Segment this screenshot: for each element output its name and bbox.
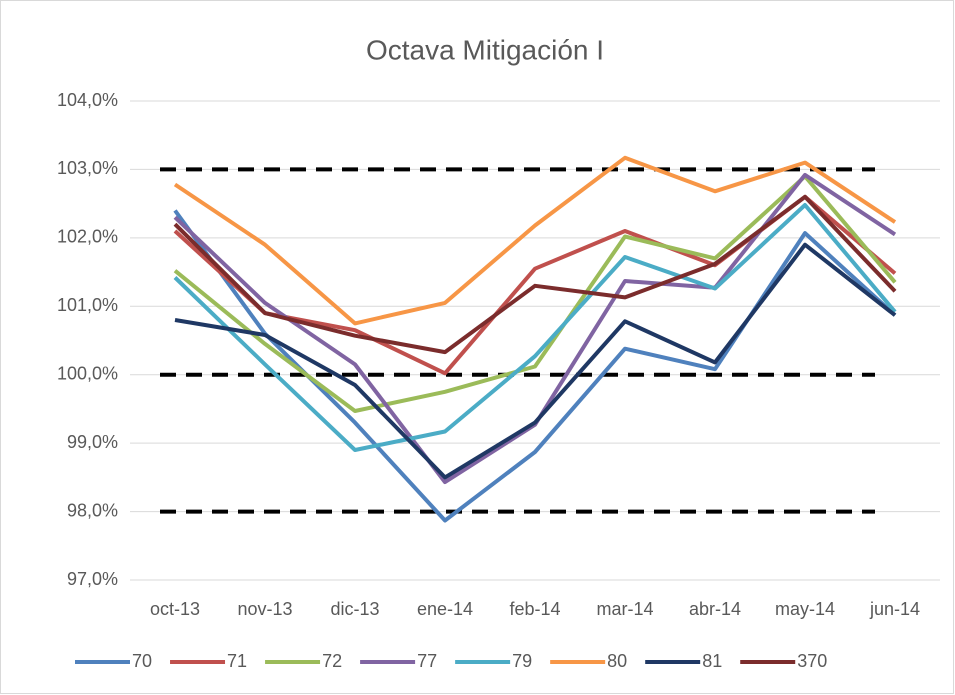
series-line <box>173 209 897 523</box>
x-tick-label: dic-13 <box>330 599 379 619</box>
series-line <box>174 242 897 480</box>
y-tick-label: 98,0% <box>67 500 118 520</box>
x-tick-label: feb-14 <box>509 599 560 619</box>
legend-label: 77 <box>417 651 437 671</box>
y-tick-label: 97,0% <box>67 569 118 589</box>
series-line <box>173 194 897 355</box>
y-tick-label: 99,0% <box>67 432 118 452</box>
x-tick-label: may-14 <box>775 599 835 619</box>
series-line <box>173 203 897 452</box>
x-tick-label: ene-14 <box>417 599 473 619</box>
y-tick-label: 101,0% <box>57 295 118 315</box>
legend-label: 79 <box>512 651 532 671</box>
y-tick-label: 103,0% <box>57 158 118 178</box>
legend-label: 81 <box>702 651 722 671</box>
x-tick-label: abr-14 <box>689 599 741 619</box>
legend-label: 70 <box>132 651 152 671</box>
y-tick-label: 100,0% <box>57 363 118 383</box>
y-tick-label: 104,0% <box>57 90 118 110</box>
legend-label: 71 <box>227 651 247 671</box>
x-tick-label: oct-13 <box>150 599 200 619</box>
series-line <box>173 155 897 326</box>
x-tick-label: jun-14 <box>869 599 920 619</box>
legend-label: 72 <box>322 651 342 671</box>
chart-title: Octava Mitigación I <box>366 34 604 65</box>
legend-label: 80 <box>607 651 627 671</box>
series-line <box>173 174 897 413</box>
legend-label: 370 <box>797 651 827 671</box>
x-tick-label: mar-14 <box>596 599 653 619</box>
y-tick-label: 102,0% <box>57 227 118 247</box>
x-tick-label: nov-13 <box>237 599 292 619</box>
